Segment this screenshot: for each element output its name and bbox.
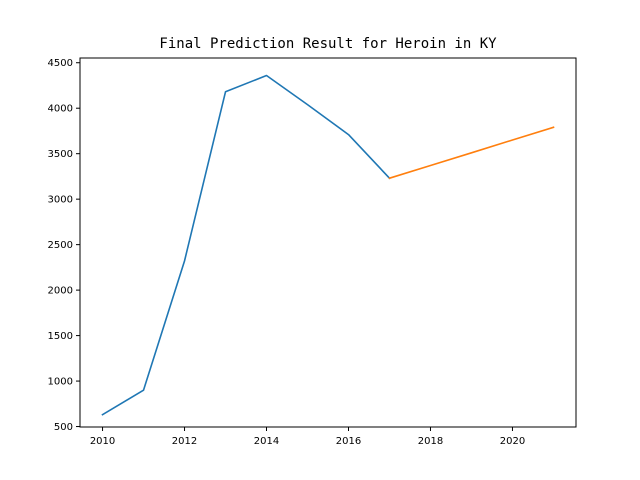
y-tick-label: 4500 [48,58,73,69]
plot-area-frame [79,57,577,428]
y-tick-label: 500 [54,422,73,433]
x-tick-label: 2012 [172,436,197,447]
series-line-1 [101,74,391,416]
x-tick-label: 2020 [500,436,525,447]
y-tick-label: 2000 [48,286,73,297]
x-tick-label: 2016 [336,436,361,447]
y-tick-label: 3000 [48,195,73,206]
x-tick-label: 2010 [90,436,115,447]
y-tick-label: 1500 [48,331,73,342]
y-tick-label: 3500 [48,149,73,160]
y-tick-label: 1000 [48,377,73,388]
x-tick-label: 2014 [254,436,279,447]
x-axis: 2010 2012 2014 2016 2018 2020 [90,427,525,447]
y-tick-label: 4000 [48,104,73,115]
y-axis: 500 1000 1500 2000 2500 3000 3500 4000 4500 [48,58,80,433]
chart-title: Final Prediction Result for Heroin in KY [159,36,497,52]
series-line-2 [388,126,555,180]
x-tick-label: 2018 [418,436,443,447]
series-layer [101,74,555,416]
y-tick-label: 2500 [48,240,73,251]
